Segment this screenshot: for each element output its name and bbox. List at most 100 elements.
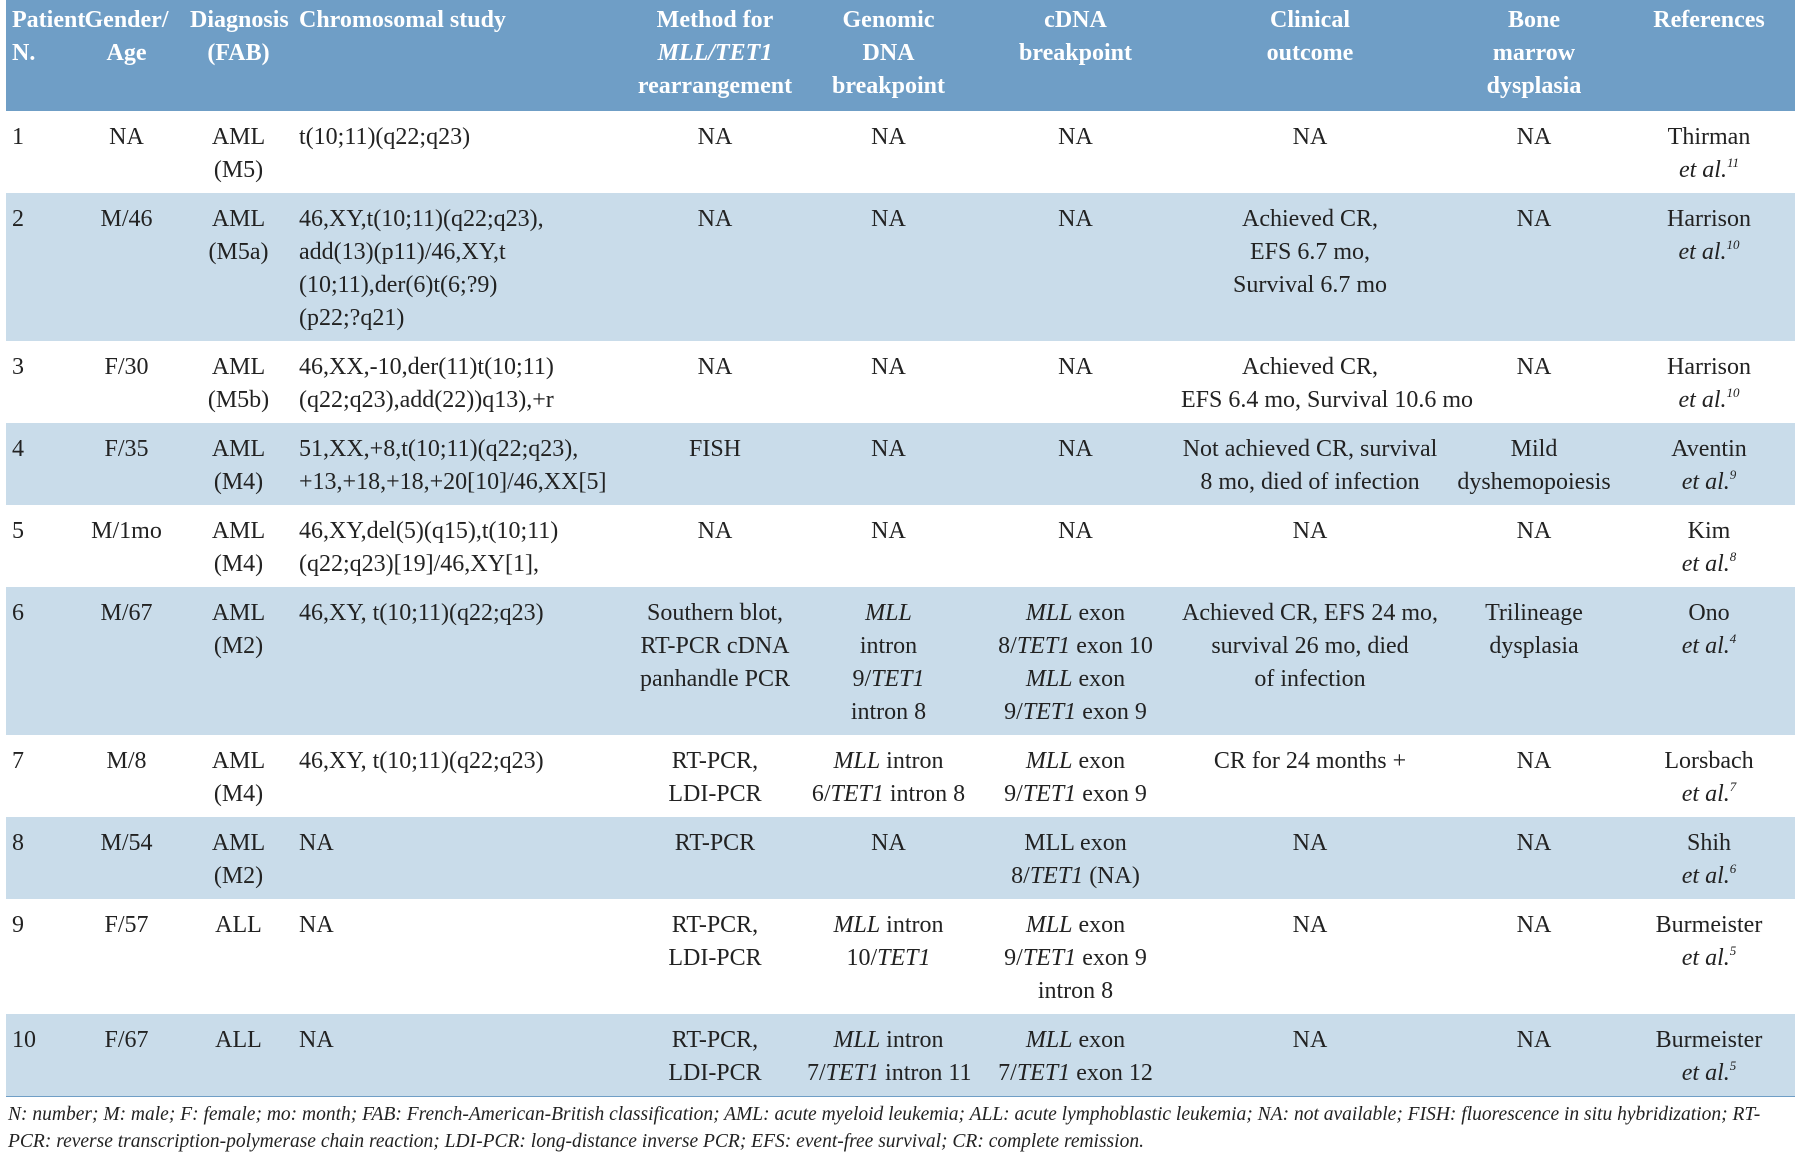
table-cell: NA xyxy=(976,193,1175,341)
cell-line: 8/TET1 exon 10 xyxy=(982,630,1169,663)
cell-line: NA xyxy=(871,436,906,462)
cell-line: NA xyxy=(697,354,733,380)
table-cell: M/8 xyxy=(69,735,184,817)
table-cell: NA xyxy=(1175,111,1445,193)
table-cell: CR for 24 months + xyxy=(1175,735,1445,817)
cell-line: dysplasia xyxy=(1486,73,1582,99)
table-cell: NA xyxy=(801,817,976,899)
table-row: 6 M/67 AML (M2) 46,XY, t(10;11)(q22;q23) Sout… xyxy=(6,587,1795,735)
cell-line: NA xyxy=(1292,518,1328,544)
cell-line: NA xyxy=(1516,518,1552,544)
text-run: 7/ xyxy=(998,1060,1017,1086)
table-cell: NA xyxy=(801,505,976,587)
cell-line: marrow xyxy=(1492,40,1576,66)
italic-run: TET1 xyxy=(871,666,925,692)
column-header: Diagnosis (FAB) xyxy=(184,0,293,111)
table-cell: M/46 xyxy=(69,193,184,341)
cell-line: Harrison xyxy=(1667,354,1751,380)
cell-line: AML xyxy=(211,124,266,150)
table-cell: Kim et al.8 xyxy=(1623,505,1795,587)
table-cell: AML (M4) xyxy=(184,735,293,817)
cell-line: AML xyxy=(211,518,266,544)
cell-line: (M4) xyxy=(213,551,264,577)
text-run: exon xyxy=(1072,748,1126,774)
cell-line: N. xyxy=(12,40,36,66)
table-row: 4 F/35 AML (M4) 51,XX,+8,t(10;11)(q22;q23), +… xyxy=(6,423,1795,505)
table-cell: Harrison et al.10 xyxy=(1623,193,1795,341)
table-cell: 7 xyxy=(6,735,69,817)
text-run: intron 11 xyxy=(879,1060,972,1086)
cell-line: 46,XY,del(5)(q15),t(10;11) xyxy=(299,518,559,544)
cell-line: Mild xyxy=(1510,436,1558,462)
cell-line: cDNA xyxy=(1044,7,1107,33)
cell-line: M/1mo xyxy=(91,518,162,544)
cell-line: NA xyxy=(697,124,733,150)
column-header: Clinical outcome xyxy=(1175,0,1445,111)
cell-line: Age xyxy=(106,40,147,66)
reference-number: 8 xyxy=(1729,549,1737,564)
table-row: 10 F/67 ALL NA RT-PCR, LDI-PCR MLL intron 7/TET… xyxy=(6,1014,1795,1096)
cell-line: 6/TET1 intron 8 xyxy=(807,778,970,811)
text-run: exon xyxy=(1072,912,1126,938)
table-cell: MLL exon 9/TET1 exon 9 intron 8 xyxy=(976,899,1175,1014)
table-cell: NA xyxy=(1445,505,1623,587)
cell-line: NA xyxy=(1516,912,1552,938)
cell-line: (q22;q23)[19]/46,XY[1], xyxy=(299,551,539,577)
cell-line: 8 xyxy=(12,830,24,856)
table-cell: Achieved CR, EFS 6.7 mo, Survival 6.7 mo xyxy=(1175,193,1445,341)
cell-line: AML xyxy=(211,748,266,774)
cell-line: Burmeister xyxy=(1655,912,1763,938)
cell-line: Genomic xyxy=(842,7,935,33)
cell-line: Aventin xyxy=(1671,436,1747,462)
table-cell: NA xyxy=(801,341,976,423)
cell-line: Lorsbach xyxy=(1664,748,1754,774)
table-cell: NA xyxy=(293,1014,629,1096)
cell-line: (M5a) xyxy=(208,239,269,265)
cell-line: 3 xyxy=(12,354,24,380)
cell-line: AML xyxy=(211,354,266,380)
cell-line: Shih xyxy=(1686,830,1731,856)
italic-run: TET1 xyxy=(1022,781,1077,807)
table-cell: ALL xyxy=(184,1014,293,1096)
cell-line: et al.7 xyxy=(1629,778,1789,811)
cell-line: (M5) xyxy=(213,157,264,183)
table-cell: AML (M4) xyxy=(184,505,293,587)
text-run: exon xyxy=(1072,1027,1126,1053)
cell-line: Method for xyxy=(656,7,774,33)
italic-run: et al. xyxy=(1681,1060,1730,1086)
page: Patient N. Gender/Age Diagnosis (FAB) Chromos… xyxy=(6,0,1795,1152)
table-cell: F/67 xyxy=(69,1014,184,1096)
table-cell: NA xyxy=(1445,735,1623,817)
table-cell: NA xyxy=(976,423,1175,505)
table-cell: Achieved CR, EFS 24 mo, survival 26 mo, d… xyxy=(1175,587,1445,735)
text-run: intron 8 xyxy=(883,781,966,807)
cell-line: FISH xyxy=(688,436,742,462)
cell-line: et al.8 xyxy=(1629,548,1789,581)
cell-line: panhandle PCR xyxy=(640,666,790,692)
cell-line: NA xyxy=(299,1027,334,1053)
cell-line: M/67 xyxy=(100,600,153,626)
text-run: exon 9 xyxy=(1076,699,1147,725)
cell-line: NA xyxy=(1292,124,1328,150)
table-cell: 46,XY,del(5)(q15),t(10;11) (q22;q23)[19]/… xyxy=(293,505,629,587)
table-cell: NA xyxy=(1175,899,1445,1014)
table-cell: NA xyxy=(1445,817,1623,899)
table-cell: Burmeister et al.5 xyxy=(1623,1014,1795,1096)
cell-line: 10 xyxy=(12,1027,36,1053)
italic-run: et al. xyxy=(1681,469,1730,495)
table-cell: M/1mo xyxy=(69,505,184,587)
table-cell: F/30 xyxy=(69,341,184,423)
italic-run: et al. xyxy=(1681,781,1730,807)
cell-line: NA xyxy=(871,354,906,380)
cell-line: NA xyxy=(1292,1027,1328,1053)
table-cell: Trilineage dysplasia xyxy=(1445,587,1623,735)
table-cell: F/35 xyxy=(69,423,184,505)
table-cell: NA xyxy=(69,111,184,193)
italic-run: MLL xyxy=(1025,748,1073,774)
cell-line: Achieved CR, xyxy=(1242,354,1378,380)
cell-line: NA xyxy=(1516,1027,1552,1053)
italic-run: TET1 xyxy=(1016,633,1071,659)
text-run: intron xyxy=(880,1027,944,1053)
table-cell: NA xyxy=(293,899,629,1014)
cell-line: NA xyxy=(1292,830,1328,856)
